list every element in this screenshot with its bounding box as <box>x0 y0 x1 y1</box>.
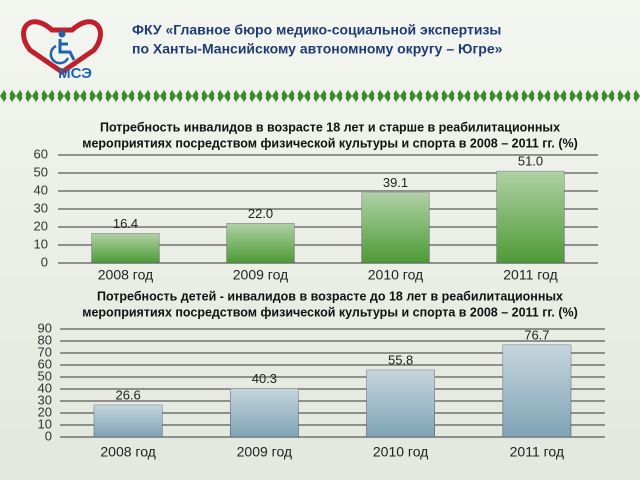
y-tick-label: 20 <box>34 218 48 233</box>
y-tick-label: 20 <box>38 404 52 419</box>
header-title: ФКУ «Главное бюро медико-социальной эксп… <box>132 22 501 38</box>
logo: МСЭ <box>21 19 103 82</box>
y-tick-label: 50 <box>34 164 48 179</box>
header-title: по Ханты-Мансийскому автономному округу … <box>132 41 503 57</box>
y-tick-label: 40 <box>34 182 48 197</box>
chart-title: Потребность детей - инвалидов в возрасте… <box>97 289 563 303</box>
chart-title: мероприятиях посредством физической куль… <box>82 136 578 150</box>
value-label: 39.1 <box>383 175 408 190</box>
y-tick-label: 30 <box>38 392 52 407</box>
x-tick-label: 2008 год <box>100 444 155 460</box>
value-label: 76.7 <box>524 327 549 342</box>
logo-text: МСЭ <box>58 65 92 82</box>
y-tick-label: 10 <box>34 236 48 251</box>
x-tick-label: 2011 год <box>503 267 557 283</box>
y-tick-label: 50 <box>38 368 52 383</box>
y-tick-label: 0 <box>41 254 48 269</box>
x-tick-label: 2008 год <box>98 267 153 283</box>
bar-shade <box>366 370 435 437</box>
bar-shade <box>361 192 430 263</box>
x-tick-label: 2010 год <box>368 267 423 283</box>
y-tick-label: 70 <box>38 344 52 359</box>
value-label: 22.0 <box>248 206 273 221</box>
bar-shade <box>94 405 163 437</box>
y-tick-label: 40 <box>38 380 52 395</box>
y-tick-label: 60 <box>34 146 48 161</box>
y-tick-label: 60 <box>38 356 52 371</box>
value-label: 26.6 <box>115 388 140 403</box>
x-tick-label: 2009 год <box>233 267 288 283</box>
bar-shade <box>91 233 160 263</box>
value-label: 51.0 <box>518 154 543 169</box>
y-tick-label: 30 <box>34 200 48 215</box>
x-tick-label: 2010 год <box>373 444 428 460</box>
value-label: 16.4 <box>113 216 138 231</box>
y-tick-label: 80 <box>38 332 52 347</box>
bar-shade <box>226 223 295 263</box>
chart-title: мероприятиях посредством физической куль… <box>82 305 578 319</box>
x-tick-label: 2009 год <box>237 444 292 460</box>
bar-shade <box>496 171 565 263</box>
bar-shade <box>230 388 299 437</box>
value-label: 55.8 <box>388 352 413 367</box>
chart-title: Потребность инвалидов в возрасте 18 лет … <box>100 120 560 134</box>
bar-shade <box>502 344 571 437</box>
x-tick-label: 2011 год <box>510 444 564 460</box>
y-tick-label: 10 <box>38 416 52 431</box>
y-tick-label: 90 <box>38 320 52 335</box>
value-label: 40.3 <box>252 371 277 386</box>
ornament <box>0 88 640 104</box>
y-tick-label: 0 <box>45 428 52 443</box>
